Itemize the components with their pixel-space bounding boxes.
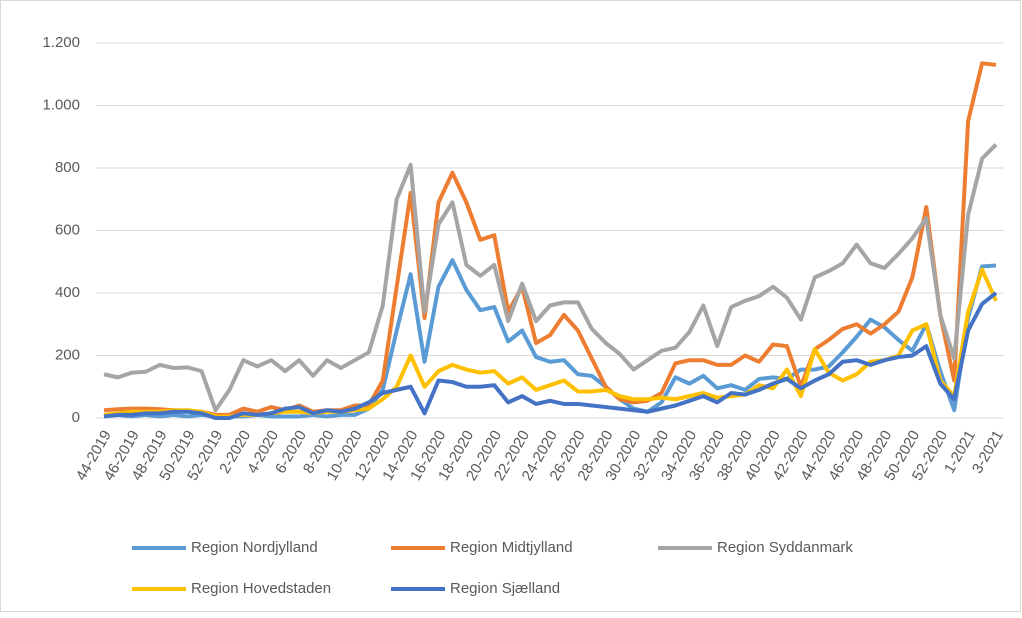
series-line <box>103 61 997 417</box>
legend-label: Region Nordjylland <box>191 539 318 556</box>
y-tick-label: 200 <box>55 346 80 363</box>
legend-label: Region Hovedstaden <box>191 580 331 597</box>
legend-label: Region Midtjylland <box>450 539 573 556</box>
legend-label: Region Sjælland <box>450 580 560 597</box>
series-line <box>103 291 998 420</box>
y-tick-label: 600 <box>55 221 80 238</box>
y-tick-label: 0 <box>72 409 80 426</box>
y-tick-label: 1.000 <box>42 96 80 113</box>
y-tick-label: 400 <box>55 284 80 301</box>
y-tick-label: 1.200 <box>42 34 80 51</box>
y-tick-label: 800 <box>55 159 80 176</box>
series-line <box>103 143 998 413</box>
legend-label: Region Syddanmark <box>717 539 853 556</box>
